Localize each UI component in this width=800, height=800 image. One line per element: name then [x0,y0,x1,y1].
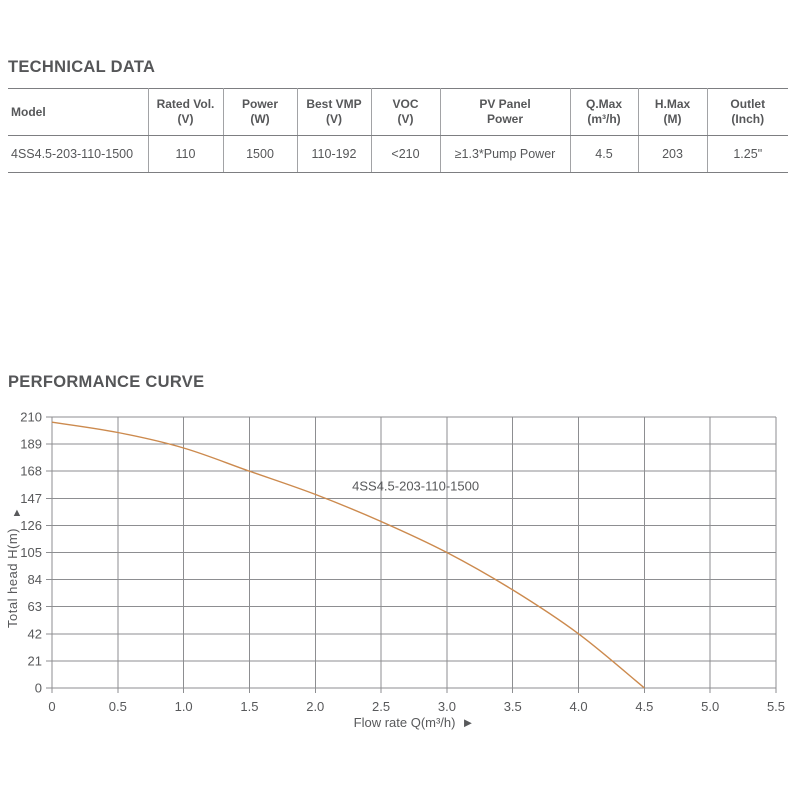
cell-model: 4SS4.5-203-110-1500 [8,135,148,173]
table-header-row: Model Rated Vol. (V) Power (W) Best VMP … [8,88,788,136]
pump-curve [51,421,645,689]
col-header-best-vmp: Best VMP (V) [296,88,371,136]
y-tick-label: 147 [20,491,42,506]
cell-voc: <210 [370,135,440,173]
x-tick-label: 3.5 [504,699,522,714]
x-tick-label: 4.5 [635,699,653,714]
y-tick-label: 105 [20,545,42,560]
y-tick-label: 168 [20,464,42,479]
x-tick-label: 2.0 [306,699,324,714]
cell-power: 1500 [222,135,297,173]
cell-outlet: 1.25" [706,135,788,173]
col-header-model: Model [8,88,148,136]
y-tick-label: 126 [20,518,42,533]
chart-x-tick-labels: 0 0.5 1.0 1.5 2.0 2.5 3.0 3.5 4.0 4.5 5.0 5.5 [48,699,785,714]
x-tick-label: 5.5 [767,699,785,714]
x-tick-label: 1.0 [175,699,193,714]
col-header-rated-vol: Rated Vol. (V) [147,88,223,136]
y-tick-label: 42 [28,626,42,641]
col-header-outlet: Outlet (Inch) [706,88,788,136]
x-tick-label: 0 [48,699,55,714]
x-tick-label: 2.5 [372,699,390,714]
technical-data-title: TECHNICAL DATA [8,58,156,76]
cell-best-vmp: 110-192 [296,135,371,173]
cell-q-max: 4.5 [569,135,638,173]
cell-rated-vol: 110 [147,135,223,173]
performance-curve-title: PERFORMANCE CURVE [8,373,205,391]
performance-chart-svg: 0 0.5 1.0 1.5 2.0 2.5 3.0 3.5 4.0 4.5 5.0 5.5 0 21 42 6… [5,410,785,731]
curve-series-label: 4SS4.5-203-110-1500 [352,479,479,494]
x-tick-label: 3.0 [438,699,456,714]
col-header-power: Power (W) [222,88,297,136]
x-tick-label: 4.0 [570,699,588,714]
y-tick-label: 210 [20,410,42,425]
x-axis-label: Flow rate Q(m³/h) ► [354,715,475,730]
y-tick-label: 21 [28,653,42,668]
y-axis-label: Total head H(m) [5,528,20,628]
x-axis-arrow-icon: ► [461,715,474,730]
x-tick-label: 0.5 [109,699,127,714]
chart-grid [46,416,777,693]
cell-pv-panel-power: ≥1.3*Pump Power [439,135,570,173]
y-tick-label: 63 [28,599,42,614]
performance-chart: 0 0.5 1.0 1.5 2.0 2.5 3.0 3.5 4.0 4.5 5.0 5.5 0 21 42 6… [0,400,800,745]
technical-data-table: Model Rated Vol. (V) Power (W) Best VMP … [8,88,788,173]
cell-h-max: 203 [637,135,707,173]
chart-y-tick-labels: 0 21 42 63 84 105 126 147 168 189 210 [20,410,42,696]
col-header-pv-panel-power: PV Panel Power [439,88,570,136]
y-tick-label: 84 [28,572,42,587]
y-tick-label: 189 [20,437,42,452]
table-data-row: 4SS4.5-203-110-1500 110 1500 110-192 <21… [8,135,788,173]
y-axis-arrow-icon: ▲ [12,507,23,519]
col-header-h-max: H.Max (M) [637,88,707,136]
x-axis-label-text: Flow rate Q(m³/h) [354,715,456,730]
x-tick-label: 5.0 [701,699,719,714]
y-tick-label: 0 [35,681,42,696]
col-header-voc: VOC (V) [370,88,440,136]
col-header-q-max: Q.Max (m³/h) [569,88,638,136]
x-tick-label: 1.5 [240,699,258,714]
